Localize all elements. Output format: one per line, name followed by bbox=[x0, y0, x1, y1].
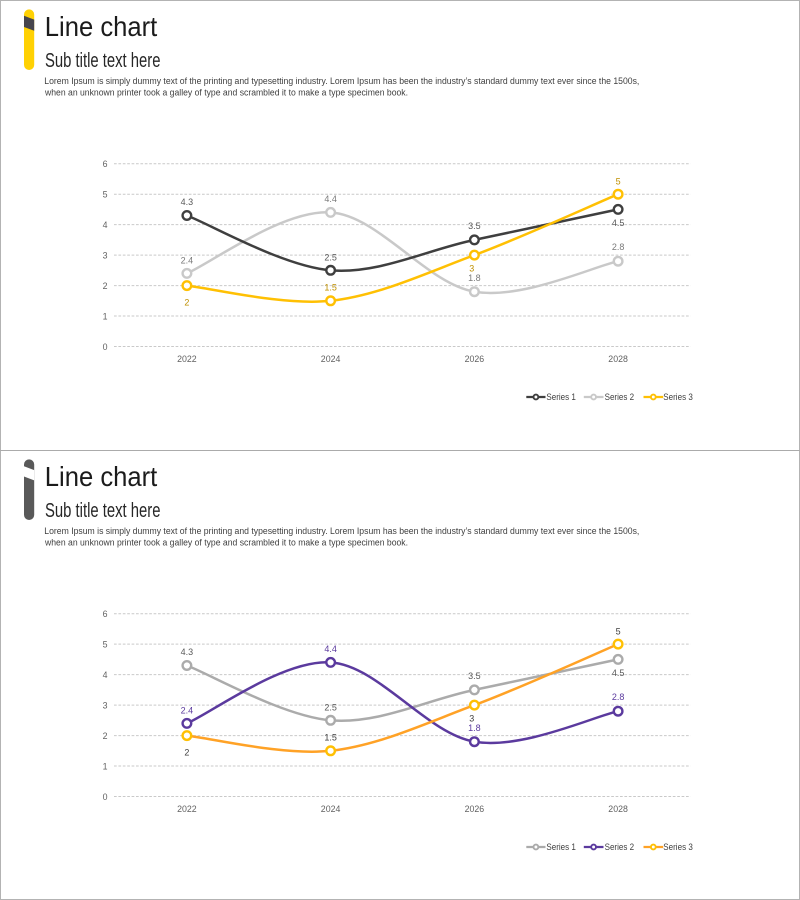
svg-text:5: 5 bbox=[616, 176, 621, 186]
svg-text:2.4: 2.4 bbox=[181, 705, 194, 715]
svg-text:4.3: 4.3 bbox=[181, 647, 194, 657]
svg-text:5: 5 bbox=[103, 190, 108, 200]
svg-text:1.8: 1.8 bbox=[468, 723, 481, 733]
svg-text:1.5: 1.5 bbox=[324, 733, 337, 743]
svg-text:0: 0 bbox=[103, 342, 108, 352]
svg-text:2028: 2028 bbox=[608, 354, 628, 364]
svg-text:2022: 2022 bbox=[177, 354, 197, 364]
svg-text:2022: 2022 bbox=[177, 804, 197, 814]
svg-text:Line chart: Line chart bbox=[45, 11, 158, 42]
svg-text:2024: 2024 bbox=[321, 804, 341, 814]
svg-text:2024: 2024 bbox=[321, 354, 341, 364]
svg-text:2.5: 2.5 bbox=[324, 252, 337, 262]
svg-text:1: 1 bbox=[103, 311, 108, 321]
svg-text:4.5: 4.5 bbox=[612, 218, 625, 228]
svg-text:2.8: 2.8 bbox=[612, 242, 625, 252]
svg-text:1.5: 1.5 bbox=[324, 283, 337, 293]
svg-text:2: 2 bbox=[184, 298, 189, 308]
svg-text:Series 2: Series 2 bbox=[605, 842, 635, 852]
svg-text:4.5: 4.5 bbox=[612, 668, 625, 678]
svg-text:3: 3 bbox=[103, 250, 108, 260]
svg-text:3.5: 3.5 bbox=[468, 221, 481, 231]
svg-text:Series 3: Series 3 bbox=[663, 842, 693, 852]
svg-text:5: 5 bbox=[616, 626, 621, 636]
svg-text:2.4: 2.4 bbox=[181, 255, 194, 265]
svg-text:3: 3 bbox=[103, 700, 108, 710]
svg-text:0: 0 bbox=[103, 792, 108, 802]
svg-text:Line chart: Line chart bbox=[45, 461, 158, 492]
svg-text:3: 3 bbox=[469, 713, 474, 723]
svg-text:4.4: 4.4 bbox=[324, 644, 337, 654]
svg-text:2026: 2026 bbox=[465, 804, 485, 814]
svg-text:4: 4 bbox=[103, 670, 108, 680]
svg-text:2.8: 2.8 bbox=[612, 692, 625, 702]
svg-text:Series 2: Series 2 bbox=[605, 392, 635, 402]
svg-text:when an unknown printer took a: when an unknown printer took a galley of… bbox=[44, 538, 408, 549]
svg-text:when an unknown printer took a: when an unknown printer took a galley of… bbox=[44, 88, 408, 99]
svg-text:2028: 2028 bbox=[608, 804, 628, 814]
svg-text:6: 6 bbox=[103, 609, 108, 619]
svg-text:6: 6 bbox=[103, 159, 108, 169]
svg-text:4: 4 bbox=[103, 220, 108, 230]
svg-text:Lorem Ipsum is simply dummy te: Lorem Ipsum is simply dummy text of the … bbox=[44, 76, 639, 87]
svg-text:5: 5 bbox=[103, 639, 108, 649]
svg-text:Sub title text here: Sub title text here bbox=[45, 500, 161, 522]
svg-text:Series 1: Series 1 bbox=[546, 842, 576, 852]
svg-text:3.5: 3.5 bbox=[468, 671, 481, 681]
svg-text:2: 2 bbox=[103, 281, 108, 291]
svg-text:Lorem Ipsum is simply dummy te: Lorem Ipsum is simply dummy text of the … bbox=[44, 526, 639, 537]
svg-text:3: 3 bbox=[469, 263, 474, 273]
svg-text:1.8: 1.8 bbox=[468, 273, 481, 283]
svg-text:1: 1 bbox=[103, 761, 108, 771]
svg-text:Sub title text here: Sub title text here bbox=[45, 50, 161, 72]
svg-text:Series 3: Series 3 bbox=[663, 392, 693, 402]
svg-text:4.3: 4.3 bbox=[181, 197, 194, 207]
svg-text:Series 1: Series 1 bbox=[546, 392, 576, 402]
svg-text:4.4: 4.4 bbox=[324, 194, 337, 204]
svg-text:2: 2 bbox=[184, 748, 189, 758]
svg-text:2.5: 2.5 bbox=[324, 702, 337, 712]
svg-text:2026: 2026 bbox=[465, 354, 485, 364]
svg-text:2: 2 bbox=[103, 731, 108, 741]
